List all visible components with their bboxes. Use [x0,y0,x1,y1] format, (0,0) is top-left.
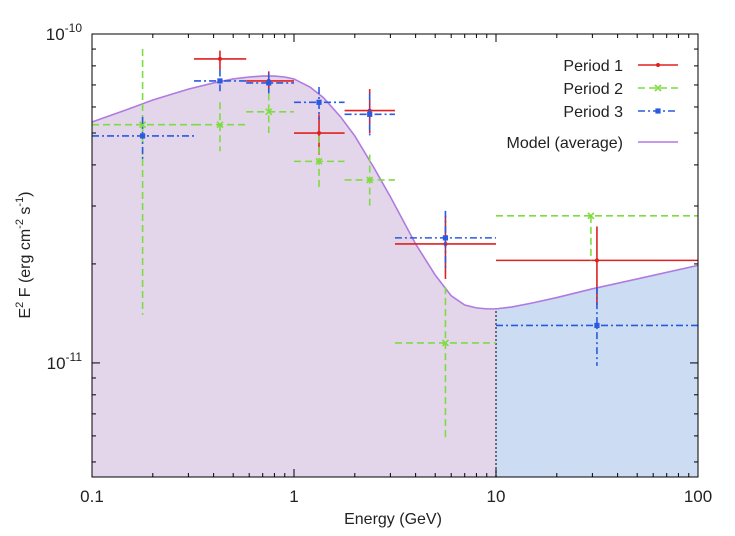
series-2-point-3 [246,93,294,134]
model-curve [91,75,699,310]
y-label-mid2: s [17,207,34,219]
legend-marker [654,84,662,92]
data-marker [316,99,322,105]
x-tick-label: 0.1 [80,487,104,506]
y-tick-base: 10 [47,354,66,373]
data-marker [217,78,223,84]
legend-entry-1: Period 1 [563,58,678,75]
x-tick-label: 1 [289,487,298,506]
data-marker [587,212,595,220]
legend-label: Period 3 [563,104,623,121]
y-tick-label: 10-10 [46,21,83,44]
data-marker [317,131,322,136]
data-marker [266,80,272,86]
y-label-mid: F (erg cm [17,229,34,302]
data-marker [139,121,147,129]
x-tick-label: 10 [487,487,506,506]
x-axis-label: Energy (GeV) [344,511,442,528]
legend-label: Model (average) [507,135,624,152]
series-2-point-1 [92,49,195,315]
legend-entry-3: Period 3 [563,104,678,121]
series-3-point-3 [246,73,294,94]
y-tick-base: 10 [46,25,65,44]
series-3-point-2 [194,69,247,92]
legend-label: Period 2 [563,81,623,98]
x-tick-label: 100 [684,487,712,506]
data-marker [594,322,600,329]
legend-marker [656,63,660,67]
y-tick-exponent: -10 [65,21,83,35]
y-label-sup2: -2 [14,219,26,229]
plot-frame [91,33,699,478]
model-curve-layer [91,75,699,310]
y-label-sup3: -1 [14,197,26,207]
legend-marker [655,108,661,114]
series-3 [92,69,698,366]
data-marker [216,121,224,129]
legend-entry-2: Period 2 [563,81,678,98]
data-marker [315,157,323,165]
series-3-point-6 [394,210,496,272]
data-marker [441,339,450,347]
legend-label: Period 1 [563,58,623,75]
legend: Period 1 Period 2 Period 3 Model (average) [507,58,678,152]
data-marker [366,176,374,184]
series-3-point-7 [496,287,698,366]
series-3-point-4 [294,87,345,120]
data-marker [217,56,222,61]
series-2-point-5 [344,154,395,206]
series-3-point-1 [92,116,195,162]
series-2-point-6 [394,287,496,441]
model-fill-above-10gev [496,265,698,477]
series-layer [92,49,698,441]
data-marker [139,133,146,139]
series-3-point-5 [344,93,395,136]
model-fill-below-10gev [92,76,496,477]
series-1-point-1 [194,50,247,70]
y-axis-label: E2 F (erg cm-2 s-1) [14,191,34,318]
y-label-sup1: 2 [14,302,26,308]
y-label-end: ) [17,191,34,196]
data-marker [594,258,599,263]
series-2-point-7 [496,212,698,261]
y-tick-exponent: -11 [66,350,83,364]
series-2 [92,49,698,441]
legend-entry-4: Model (average) [507,135,678,152]
data-marker [442,235,449,241]
data-marker [367,111,373,117]
series-2-point-2 [194,102,247,152]
y-label-base: E [17,308,34,319]
data-marker [265,108,273,116]
y-tick-label: 10-11 [47,350,83,373]
model-fill-layer [92,76,698,477]
series-2-point-4 [294,135,345,189]
